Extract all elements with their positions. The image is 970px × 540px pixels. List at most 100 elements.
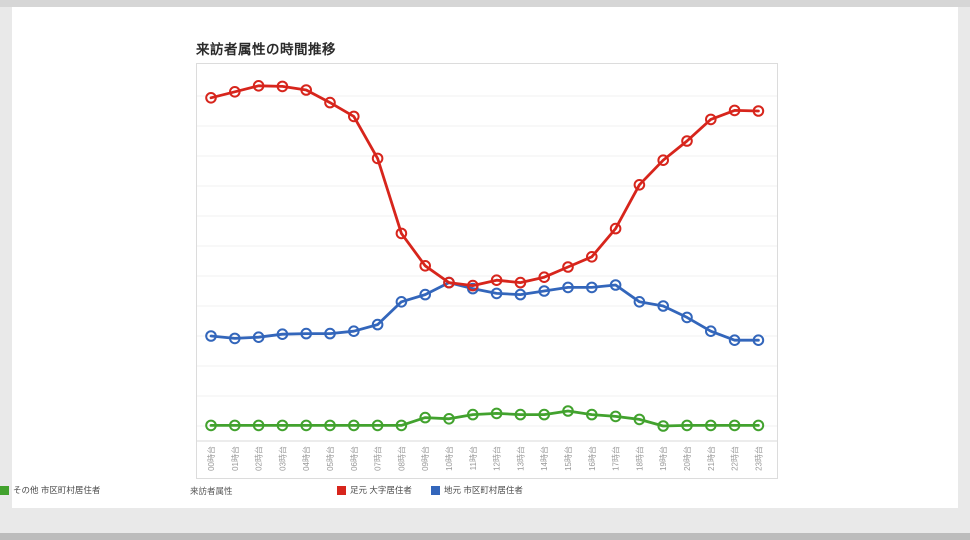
x-tick-label: 21時台 [706, 446, 716, 471]
x-tick-label: 08時台 [396, 446, 406, 471]
window-bottom-strip [0, 533, 970, 540]
legend-item-label: 地元 市区町村居住者 [444, 485, 523, 495]
data-point [490, 274, 503, 286]
data-point [728, 419, 741, 432]
data-point [395, 419, 408, 432]
data-point [681, 311, 693, 324]
data-point [348, 419, 360, 432]
data-point [752, 419, 765, 432]
data-point [348, 325, 360, 338]
data-point [324, 96, 336, 109]
data-point [419, 260, 431, 272]
data-point [538, 408, 551, 421]
data-point [514, 276, 527, 289]
data-point [252, 80, 265, 92]
x-tick-label: 15時台 [563, 446, 573, 471]
data-point [586, 408, 598, 421]
legend-swatch-icon [431, 485, 440, 495]
data-point [300, 327, 312, 340]
data-point [681, 135, 693, 147]
series-line-2 [209, 409, 760, 428]
data-point [538, 271, 551, 283]
x-tick-label: 09時台 [420, 446, 430, 471]
data-point [371, 318, 384, 331]
data-point [276, 419, 289, 432]
data-point [705, 325, 717, 338]
legend-item-0[interactable]: 足元 大字居住者 [337, 484, 412, 496]
window-top-strip [0, 0, 970, 7]
data-point [609, 410, 622, 423]
data-point [728, 334, 741, 347]
data-point [657, 154, 670, 166]
gridlines [197, 95, 777, 427]
data-point [609, 279, 622, 291]
x-tick-label: 13時台 [515, 446, 525, 471]
x-axis-labels: 00時台 01時台 02時台 03時台 04時台 05時台 06時台 07時台 08時台 09時台… [206, 446, 763, 471]
data-point [514, 288, 527, 301]
data-point [633, 179, 646, 191]
data-point [490, 287, 503, 300]
legend-item-label: その他 市区町村居住者 [13, 485, 101, 495]
x-tick-label: 11時台 [468, 446, 478, 470]
data-point [419, 411, 431, 424]
x-tick-label: 07時台 [373, 446, 383, 471]
data-point [276, 80, 289, 93]
x-tick-label: 05時台 [325, 446, 335, 471]
data-point [490, 407, 503, 420]
x-tick-label: 01時台 [230, 446, 240, 471]
data-point [562, 281, 574, 294]
data-point [705, 113, 717, 126]
series-1 [205, 276, 765, 347]
data-point [324, 327, 336, 340]
data-point [657, 300, 670, 312]
data-point [633, 413, 646, 426]
data-point [229, 332, 241, 345]
chart-panel: 00時台 01時台 02時台 03時台 04時台 05時台 06時台 07時台 08時台 09時台… [196, 63, 778, 479]
x-tick-label: 19時台 [658, 446, 668, 471]
data-point [467, 279, 479, 292]
series-line-1 [209, 281, 760, 342]
data-point [205, 419, 217, 432]
data-point [252, 331, 265, 344]
data-point [752, 105, 765, 117]
x-tick-label: 23時台 [753, 446, 763, 471]
data-point [229, 419, 241, 432]
x-tick-label: 17時台 [611, 446, 621, 471]
data-point [395, 227, 408, 240]
legend-title: 来訪者属性 [190, 486, 233, 496]
data-point [538, 285, 551, 297]
data-point [514, 408, 527, 421]
x-tick-label: 06時台 [349, 446, 359, 471]
chart-legend: 来訪者属性 足元 大字居住者 地元 市区町村居住者 その他 市区町村居住者 [0, 483, 970, 497]
data-point [586, 281, 598, 294]
x-tick-label: 12時台 [492, 446, 502, 471]
chart-title: 来訪者属性の時間推移 [196, 42, 336, 57]
x-tick-label: 20時台 [682, 446, 692, 471]
data-point [609, 222, 622, 235]
data-point [705, 419, 717, 432]
legend-item-label: 足元 大字居住者 [350, 485, 412, 495]
line-chart: 00時台 01時台 02時台 03時台 04時台 05時台 06時台 07時台 08時台 09時台… [197, 80, 777, 471]
data-point [728, 104, 741, 117]
data-point [205, 92, 217, 104]
data-point [467, 408, 479, 421]
series-2 [205, 405, 765, 432]
data-point [300, 419, 312, 432]
data-point [252, 419, 265, 432]
x-tick-label: 04時台 [301, 446, 311, 471]
data-point [229, 86, 241, 98]
legend-item-1[interactable]: 地元 市区町村居住者 [431, 484, 523, 496]
data-point [443, 413, 455, 425]
data-point [657, 420, 670, 432]
data-point [562, 261, 574, 273]
series-0 [205, 80, 765, 292]
x-tick-label: 16時台 [587, 446, 597, 471]
data-point [752, 334, 765, 347]
legend-swatch-icon [0, 485, 9, 495]
legend-item-2[interactable]: その他 市区町村居住者 [0, 484, 100, 496]
data-point [276, 328, 289, 341]
data-point [324, 419, 336, 432]
data-point [348, 110, 360, 123]
data-point [562, 405, 574, 417]
data-point [633, 296, 646, 308]
